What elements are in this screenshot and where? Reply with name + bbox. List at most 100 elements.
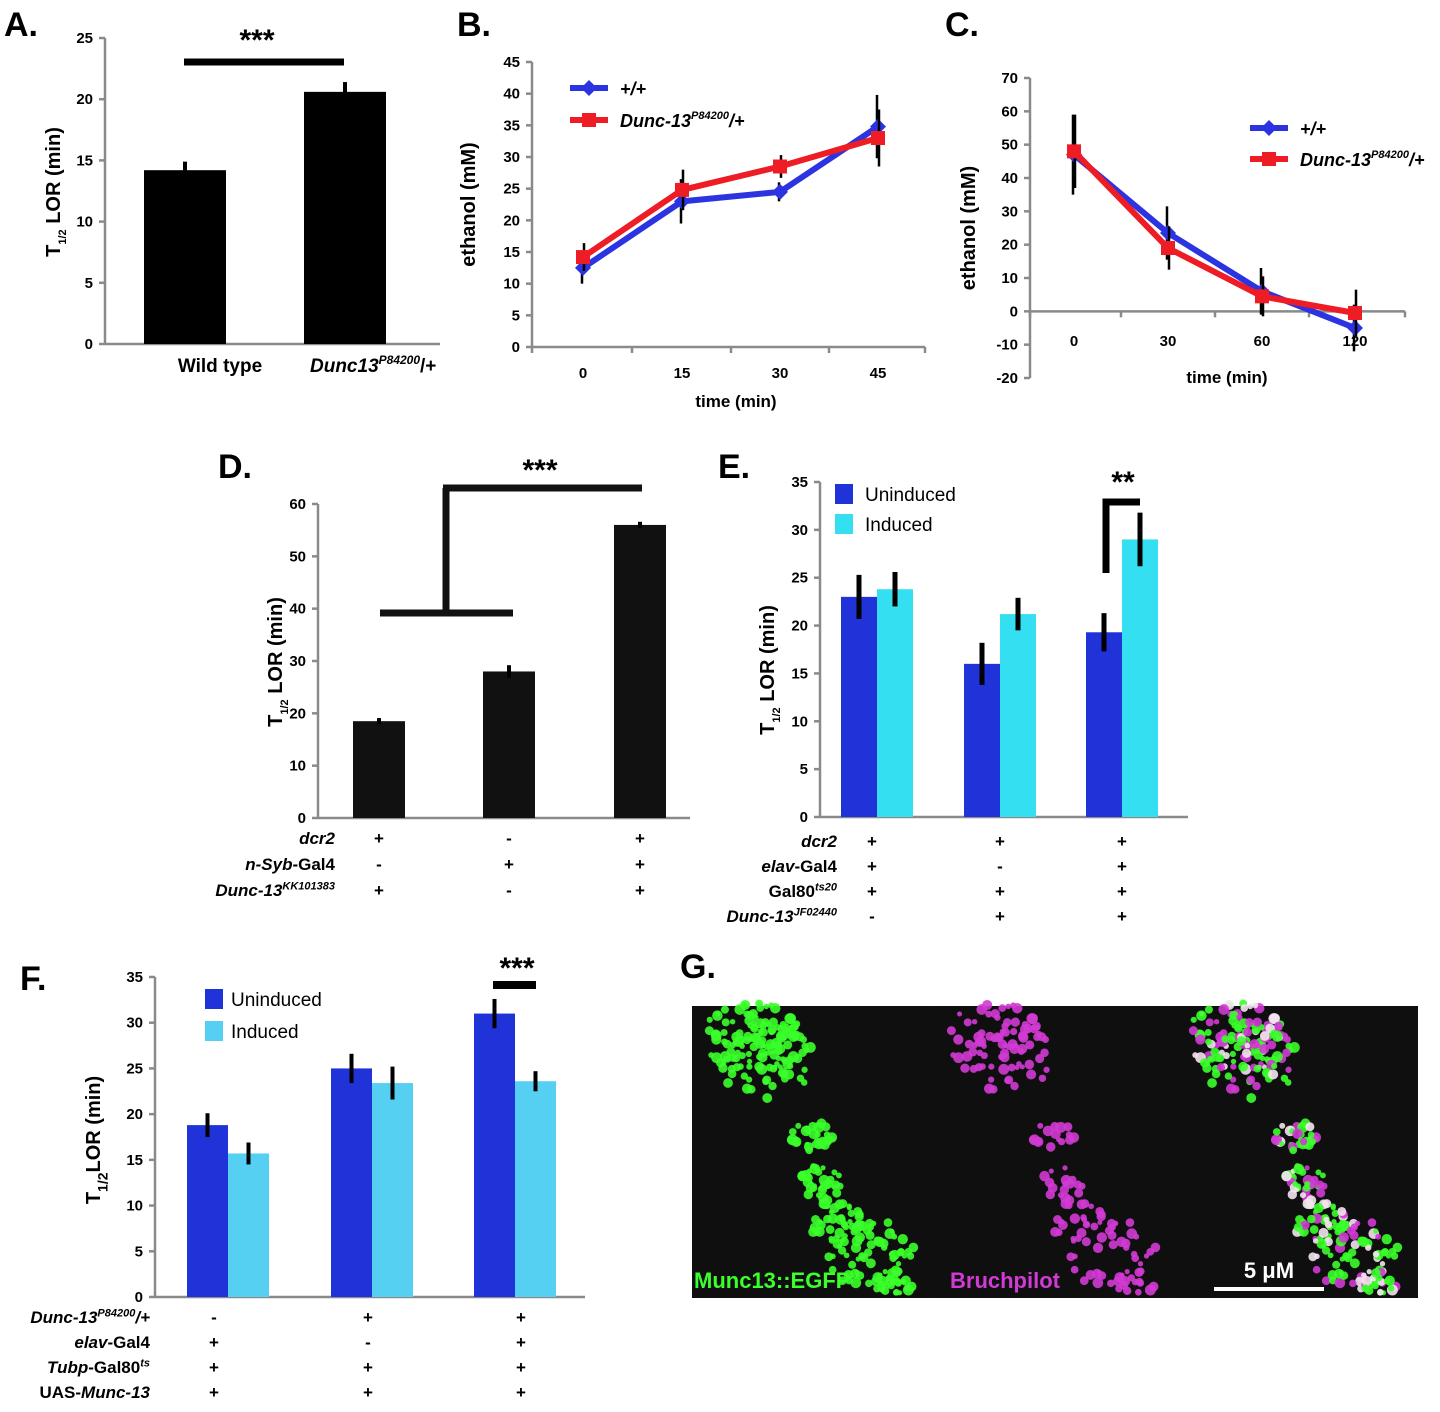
micrograph-punctum bbox=[1372, 1250, 1380, 1258]
c-point bbox=[1255, 289, 1269, 304]
panel-f: F. 0 5 10 15 20 25 30 35 Uninduced Induced *** T1/2… bbox=[20, 952, 585, 1402]
micrograph-punctum bbox=[847, 1209, 855, 1218]
micrograph-punctum bbox=[850, 1277, 862, 1289]
panel-d: D. 0 10 20 30 40 50 60 *** T1/2 LOR (min) dcr2 + - +… bbox=[215, 448, 690, 900]
micrograph-punctum bbox=[897, 1233, 908, 1245]
micrograph-punctum bbox=[1125, 1218, 1135, 1227]
micrograph-punctum bbox=[1236, 1036, 1247, 1046]
micrograph-punctum bbox=[828, 1265, 837, 1274]
d-bar bbox=[353, 721, 405, 818]
b-y-tick-label: 20 bbox=[503, 212, 520, 229]
micrograph-punctum bbox=[1332, 1260, 1341, 1269]
micrograph-punctum bbox=[712, 1010, 723, 1021]
d-y-tick-label: 50 bbox=[289, 548, 306, 565]
b-point bbox=[772, 183, 788, 200]
c-y-tick-label: 40 bbox=[1001, 170, 1018, 187]
d-genotype-value: + bbox=[635, 855, 645, 874]
f-bar bbox=[474, 1013, 515, 1297]
b-y-tick-label: 45 bbox=[503, 54, 520, 71]
e-significance-bracket bbox=[1102, 498, 1140, 573]
micrograph-punctum bbox=[1070, 1238, 1077, 1244]
micrograph-punctum bbox=[821, 1122, 831, 1132]
micrograph-punctum bbox=[745, 1050, 753, 1058]
micrograph-punctum bbox=[815, 1192, 823, 1199]
micrograph-punctum bbox=[1267, 1040, 1277, 1050]
b-x-label: time (min) bbox=[695, 392, 776, 411]
micrograph-punctum bbox=[1283, 1035, 1291, 1043]
e-y-tick-label: 25 bbox=[791, 570, 808, 587]
micrograph-punctum bbox=[1026, 1069, 1037, 1080]
f-genotype-value: - bbox=[211, 1308, 217, 1327]
d-genotype-value: - bbox=[506, 829, 512, 848]
micrograph-punctum bbox=[877, 1275, 889, 1287]
micrograph-punctum bbox=[769, 1064, 778, 1073]
micrograph-punctum bbox=[995, 1032, 1004, 1042]
panel-g: G. Munc13::EGFP Bruchpilot 5 μM bbox=[660, 940, 1440, 1310]
micrograph-punctum bbox=[866, 1240, 876, 1250]
f-legend-swatch bbox=[205, 1021, 223, 1041]
micrograph-punctum bbox=[1005, 1003, 1012, 1010]
micrograph-punctum bbox=[1097, 1271, 1107, 1280]
micrograph-punctum bbox=[809, 1222, 819, 1232]
micrograph-punctum bbox=[843, 1252, 850, 1259]
micrograph-punctum bbox=[1057, 1192, 1065, 1199]
micrograph-punctum bbox=[1221, 1035, 1230, 1043]
c-y-tick-label: -20 bbox=[996, 370, 1018, 387]
micrograph-punctum bbox=[1003, 1018, 1012, 1027]
e-bar bbox=[877, 589, 913, 817]
c-y-tick-label: 0 bbox=[1010, 303, 1018, 320]
micrograph-punctum bbox=[723, 1078, 733, 1088]
micrograph-punctum bbox=[1371, 1281, 1379, 1290]
micrograph-punctum bbox=[1252, 1017, 1262, 1027]
micrograph-punctum bbox=[1048, 1168, 1054, 1174]
micrograph-punctum bbox=[891, 1233, 898, 1240]
micrograph-punctum bbox=[1010, 1017, 1020, 1027]
e-bar bbox=[964, 663, 1000, 817]
micrograph-punctum bbox=[877, 1284, 886, 1293]
b-series-line bbox=[581, 135, 879, 260]
e-genotype-value: + bbox=[995, 882, 1005, 901]
micrograph-punctum bbox=[1244, 1042, 1251, 1049]
f-legend-swatch bbox=[205, 989, 223, 1009]
micrograph-punctum bbox=[795, 1122, 802, 1129]
micrograph-punctum bbox=[847, 1218, 853, 1225]
micrograph-punctum bbox=[1133, 1233, 1140, 1240]
micrograph-punctum bbox=[743, 1035, 752, 1045]
micrograph-punctum bbox=[794, 1141, 801, 1147]
micrograph-punctum bbox=[790, 1021, 799, 1031]
micrograph-punctum bbox=[1004, 1075, 1014, 1085]
micrograph-punctum bbox=[1007, 1039, 1018, 1049]
micrograph-punctum bbox=[1058, 1220, 1068, 1230]
micrograph-punctum bbox=[1331, 1218, 1337, 1225]
micrograph-punctum bbox=[1135, 1277, 1144, 1286]
micrograph-punctum bbox=[1342, 1252, 1351, 1260]
e-y-label-text: T1/2 LOR (min) bbox=[757, 605, 783, 735]
micrograph-punctum bbox=[828, 1238, 835, 1244]
micrograph-punctum bbox=[1222, 1052, 1230, 1060]
micrograph-punctum bbox=[858, 1252, 867, 1260]
micrograph-punctum bbox=[1274, 1021, 1283, 1031]
e-y-tick-label: 15 bbox=[791, 665, 808, 682]
d-y-label-text: T1/2 LOR (min) bbox=[265, 597, 291, 727]
e-bar bbox=[841, 596, 877, 817]
micrograph-punctum bbox=[1366, 1269, 1372, 1275]
micrograph-punctum bbox=[1241, 1048, 1252, 1058]
micrograph-punctum bbox=[1268, 1069, 1279, 1080]
d-y-tick-label: 60 bbox=[289, 496, 306, 513]
micrograph-punctum bbox=[824, 1137, 832, 1146]
d-genotype-value: + bbox=[635, 829, 645, 848]
f-y-tick-label: 20 bbox=[126, 1106, 143, 1123]
micrograph-punctum bbox=[846, 1203, 852, 1210]
micrograph-punctum bbox=[784, 1013, 796, 1025]
micrograph-punctum bbox=[1315, 1180, 1325, 1189]
micrograph-punctum bbox=[848, 1260, 857, 1269]
panel-c: C. -20-1001020304050607003060120time (mi… bbox=[945, 6, 1425, 387]
e-genotype-value: - bbox=[869, 907, 875, 926]
micrograph-punctum bbox=[1007, 1063, 1016, 1072]
f-y-tick-label: 35 bbox=[126, 969, 143, 986]
c-legend-marker bbox=[1261, 120, 1277, 136]
d-genotype-value: - bbox=[376, 855, 382, 874]
micrograph-punctum bbox=[1271, 1031, 1283, 1042]
micrograph-punctum bbox=[864, 1248, 873, 1257]
e-legend-swatch bbox=[835, 514, 853, 534]
